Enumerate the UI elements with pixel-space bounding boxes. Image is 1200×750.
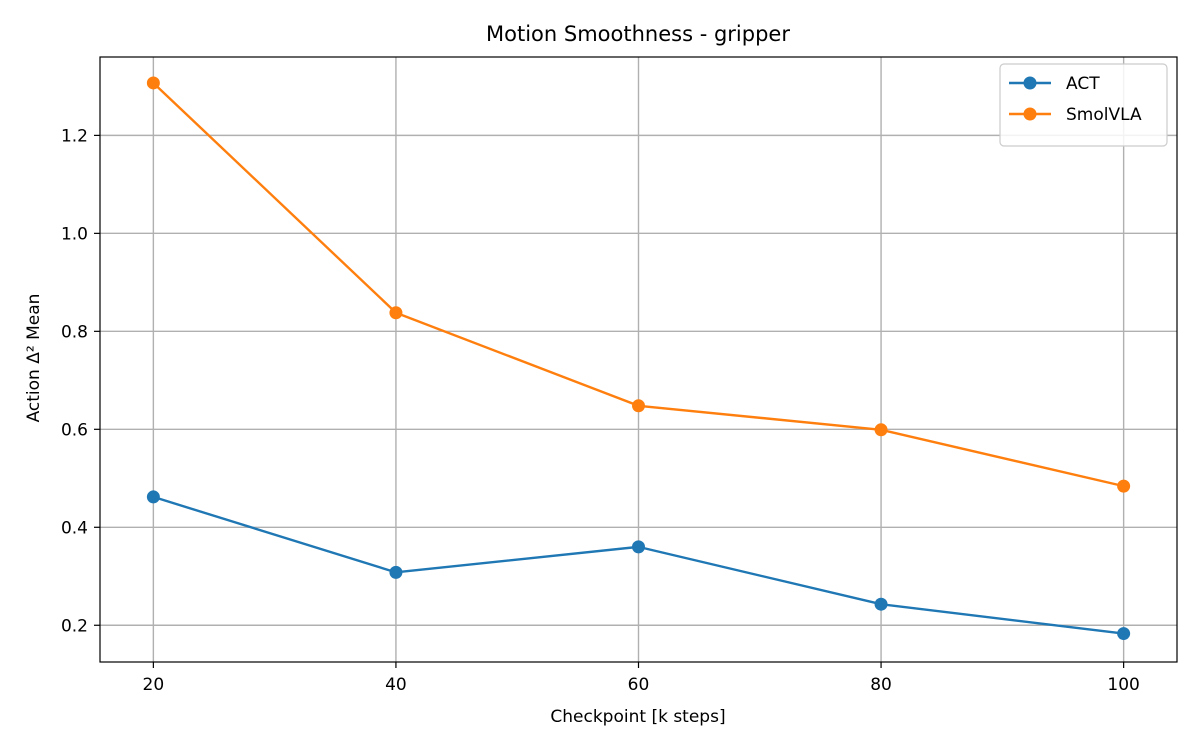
y-tick-label: 1.0 [61, 224, 88, 244]
data-point-act [1117, 627, 1131, 641]
data-point-smolvla [1117, 479, 1131, 493]
data-point-act [874, 597, 888, 611]
x-tick-label: 20 [143, 675, 165, 695]
plot-frame [99, 56, 1178, 663]
x-tick-label: 40 [385, 675, 407, 695]
data-point-act [146, 490, 160, 504]
x-axis-label: Checkpoint [k steps] [550, 707, 725, 727]
chart-title: Motion Smoothness - gripper [486, 22, 790, 46]
legend-box [999, 63, 1168, 147]
x-tick-label: 80 [870, 675, 892, 695]
data-point-smolvla [389, 306, 403, 320]
data-point-smolvla [874, 423, 888, 437]
series-layer [146, 76, 1131, 641]
data-point-smolvla [146, 76, 160, 90]
legend-label: ACT [1066, 74, 1100, 94]
legend-marker [1023, 107, 1037, 121]
y-tick-label: 0.4 [61, 518, 88, 538]
tick-layer: 20 40 60 80 100 0.2 0.4 0.6 0.8 1.0 1.2 [61, 126, 1140, 695]
x-tick-label: 100 [1107, 675, 1139, 695]
y-axis-label: Action Δ² Mean [24, 294, 44, 423]
data-point-smolvla [632, 399, 645, 413]
legend: ACT SmolVLA [999, 63, 1168, 147]
data-point-act [389, 565, 403, 579]
grid-layer [100, 57, 1177, 662]
y-tick-label: 0.8 [61, 322, 88, 342]
x-tick-label: 60 [628, 675, 650, 695]
y-tick-label: 0.6 [61, 420, 88, 440]
y-tick-label: 0.2 [61, 616, 88, 636]
legend-marker [1023, 76, 1037, 90]
y-tick-label: 1.2 [61, 126, 88, 146]
data-point-act [632, 540, 645, 554]
legend-label: SmolVLA [1066, 105, 1142, 125]
